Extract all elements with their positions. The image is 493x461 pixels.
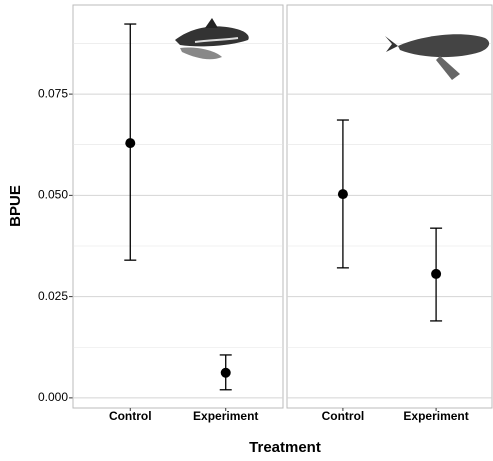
x-tick-label: Experiment bbox=[193, 409, 258, 423]
y-tick-label: 0.000 bbox=[38, 390, 68, 404]
x-tick-label: Control bbox=[109, 409, 152, 423]
x-tick-label: Experiment bbox=[403, 409, 468, 423]
y-tick-label: 0.025 bbox=[38, 289, 68, 303]
point bbox=[338, 189, 348, 199]
point bbox=[125, 138, 135, 148]
x-axis-label: Treatment bbox=[249, 439, 321, 456]
chart: Treatment BPUE 0.000 0.025 0.050 0.075 Contr… bbox=[0, 0, 493, 456]
y-tick-label: 0.075 bbox=[38, 86, 68, 100]
y-tick-label: 0.050 bbox=[38, 188, 68, 202]
panel bbox=[73, 5, 283, 408]
point bbox=[431, 269, 441, 279]
x-tick-label: Control bbox=[322, 409, 365, 423]
panel bbox=[287, 5, 492, 408]
point bbox=[221, 368, 231, 378]
y-axis-label: BPUE bbox=[7, 185, 24, 227]
